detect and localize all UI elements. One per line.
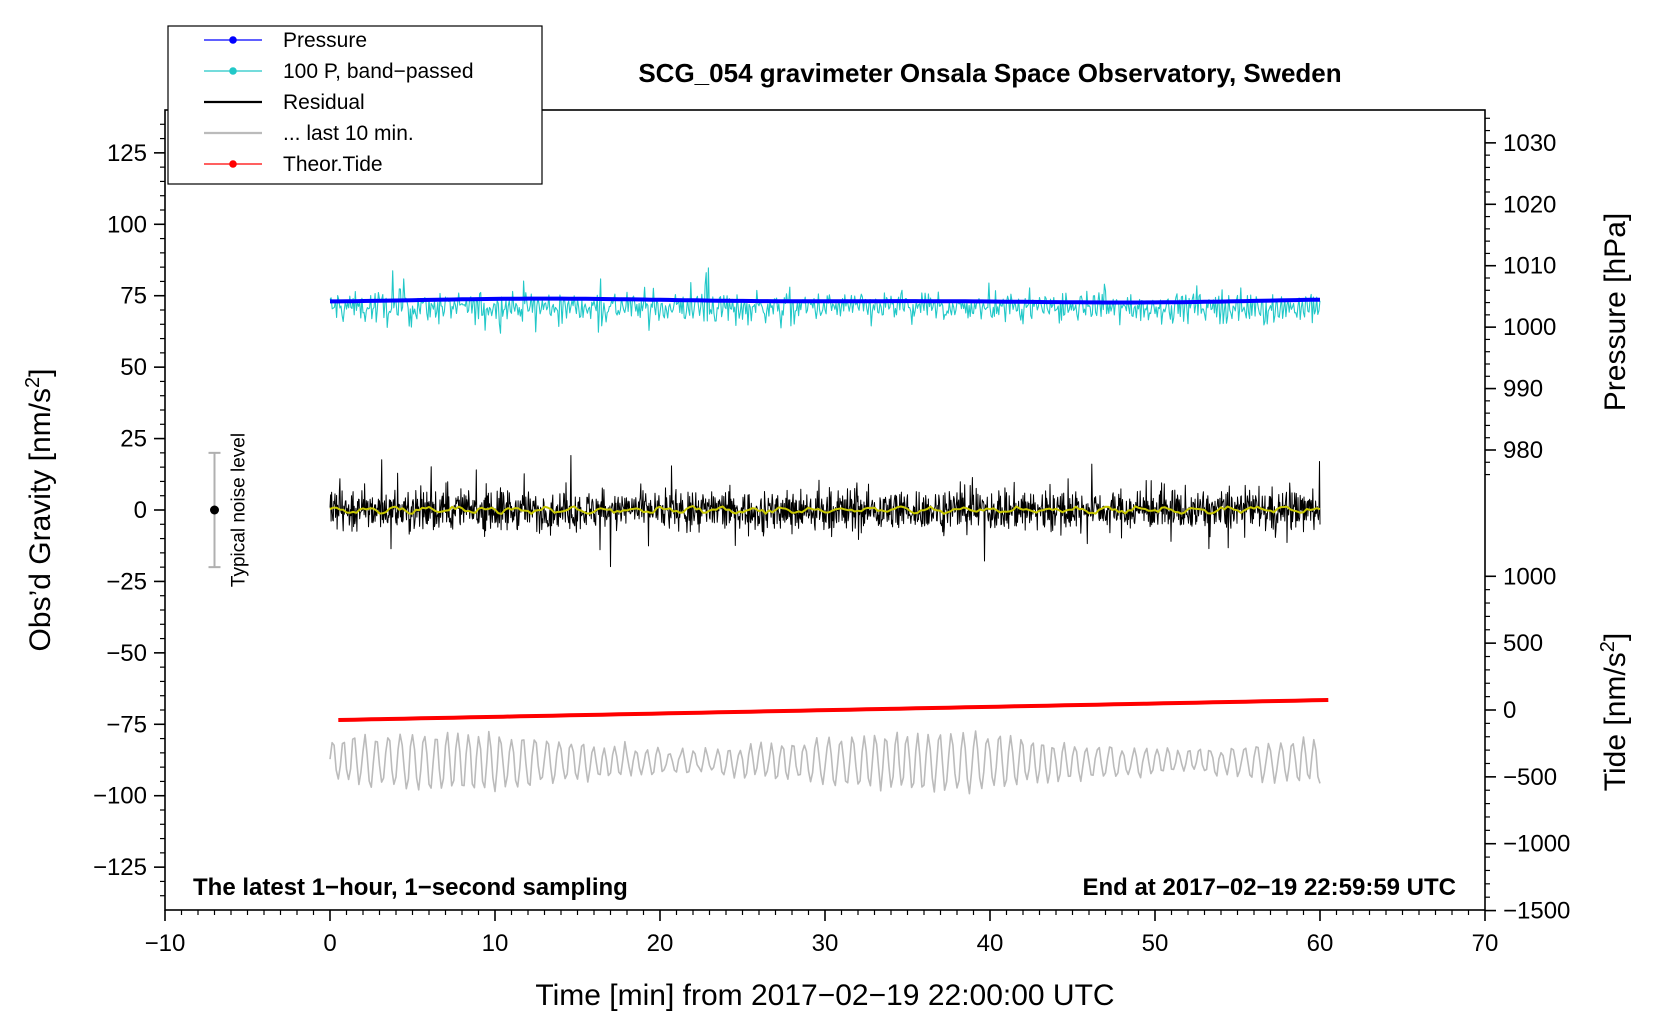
x-tick-label: 30 [812, 930, 839, 957]
y-tick-label: 0 [134, 497, 147, 524]
series-last-10-min [329, 730, 1321, 795]
annotation-bottom-right: End at 2017−02−19 22:59:59 UTC [1082, 874, 1456, 901]
pressure-tick-label: 1020 [1503, 191, 1556, 218]
x-tick-label: 50 [1142, 930, 1169, 957]
tide-tick-label: −1000 [1503, 831, 1570, 858]
y-tick-label: −125 [93, 854, 147, 881]
chart-title: SCG_054 gravimeter Onsala Space Observat… [638, 58, 1341, 88]
pressure-tick-label: 1030 [1503, 130, 1556, 157]
y-axis-left-title-tail: ] [24, 369, 57, 377]
y-axis-tide-title: Tide [nm/s2] [1597, 633, 1632, 791]
pressure-tick-label: 1010 [1503, 253, 1556, 280]
y-axis-left-title: Obs’d Gravity [nm/s2] [22, 369, 57, 652]
tide-title-tail: ] [1599, 633, 1632, 641]
x-tick-label: 60 [1307, 930, 1334, 957]
y-axis-right: 1030 1020 1010 1000 990 980 1000 500 0 −500 −1000 −… [1485, 117, 1570, 925]
superscript-2: 2 [22, 377, 44, 388]
y-tick-label: 50 [120, 354, 147, 381]
x-tick-label: 10 [482, 930, 509, 957]
y-tick-label: 75 [120, 283, 147, 310]
y-tick-label: −100 [93, 783, 147, 810]
tide-tick-label: −500 [1503, 764, 1557, 791]
series-layer [329, 267, 1329, 795]
x-tick-label: 20 [647, 930, 674, 957]
noise-bar-label: Typical noise level [229, 433, 250, 587]
y-tick-label: 100 [107, 211, 147, 238]
y-tick-label: −75 [106, 711, 147, 738]
y-tick-label: −50 [106, 640, 147, 667]
legend-label: ... last 10 min. [283, 122, 414, 145]
x-tick-label: 0 [323, 930, 336, 957]
x-tick-label: 40 [977, 930, 1004, 957]
pressure-tick-label: 1000 [1503, 314, 1556, 341]
y-axis-pressure-title: Pressure [hPa] [1599, 213, 1632, 411]
tide-tick-label: −1500 [1503, 898, 1570, 925]
series-residual [329, 455, 1321, 568]
series-pressure [330, 296, 1321, 305]
series-bandpassed-pressure [329, 267, 1321, 334]
series-theor-tide [338, 698, 1329, 722]
noise-bar: Typical noise level [208, 433, 250, 587]
pressure-tick-label: 980 [1503, 437, 1543, 464]
legend-label: Theor.Tide [283, 153, 383, 176]
noise-bar-dot [210, 505, 219, 515]
y-tick-label: 125 [107, 140, 147, 167]
y-axis-left: 125 100 75 50 25 0 −25 −50 −75 −100 −125 [93, 123, 165, 897]
tide-tick-label: 1000 [1503, 563, 1556, 590]
legend-box [167, 25, 543, 185]
x-axis-title: Time [min] from 2017−02−19 22:00:00 UTC [535, 979, 1114, 1012]
y-tick-label: −25 [106, 568, 147, 595]
series-residual-smoothed [329, 505, 1321, 515]
tide-title-head: Tide [nm/s [1599, 652, 1632, 791]
x-axis: −10 0 10 20 30 40 50 60 70 [145, 910, 1499, 957]
tide-tick-label: 0 [1503, 697, 1516, 724]
legend-swatch-marker [229, 160, 237, 168]
annotation-bottom-left: The latest 1−hour, 1−second sampling [193, 874, 628, 901]
legend-label: Pressure [283, 29, 367, 52]
x-tick-label: −10 [145, 930, 186, 957]
tide-tick-label: 500 [1503, 630, 1543, 657]
superscript-2: 2 [1597, 641, 1619, 652]
legend-label: 100 P, band−passed [283, 60, 474, 83]
y-tick-label: 25 [120, 426, 147, 453]
x-tick-label: 70 [1472, 930, 1499, 957]
legend-swatch-marker [229, 67, 237, 75]
legend-swatch-marker [229, 36, 237, 44]
legend-label: Residual [283, 91, 365, 114]
pressure-tick-label: 990 [1503, 376, 1543, 403]
legend: Pressure 100 P, band−passed Residual ... la… [167, 25, 543, 185]
